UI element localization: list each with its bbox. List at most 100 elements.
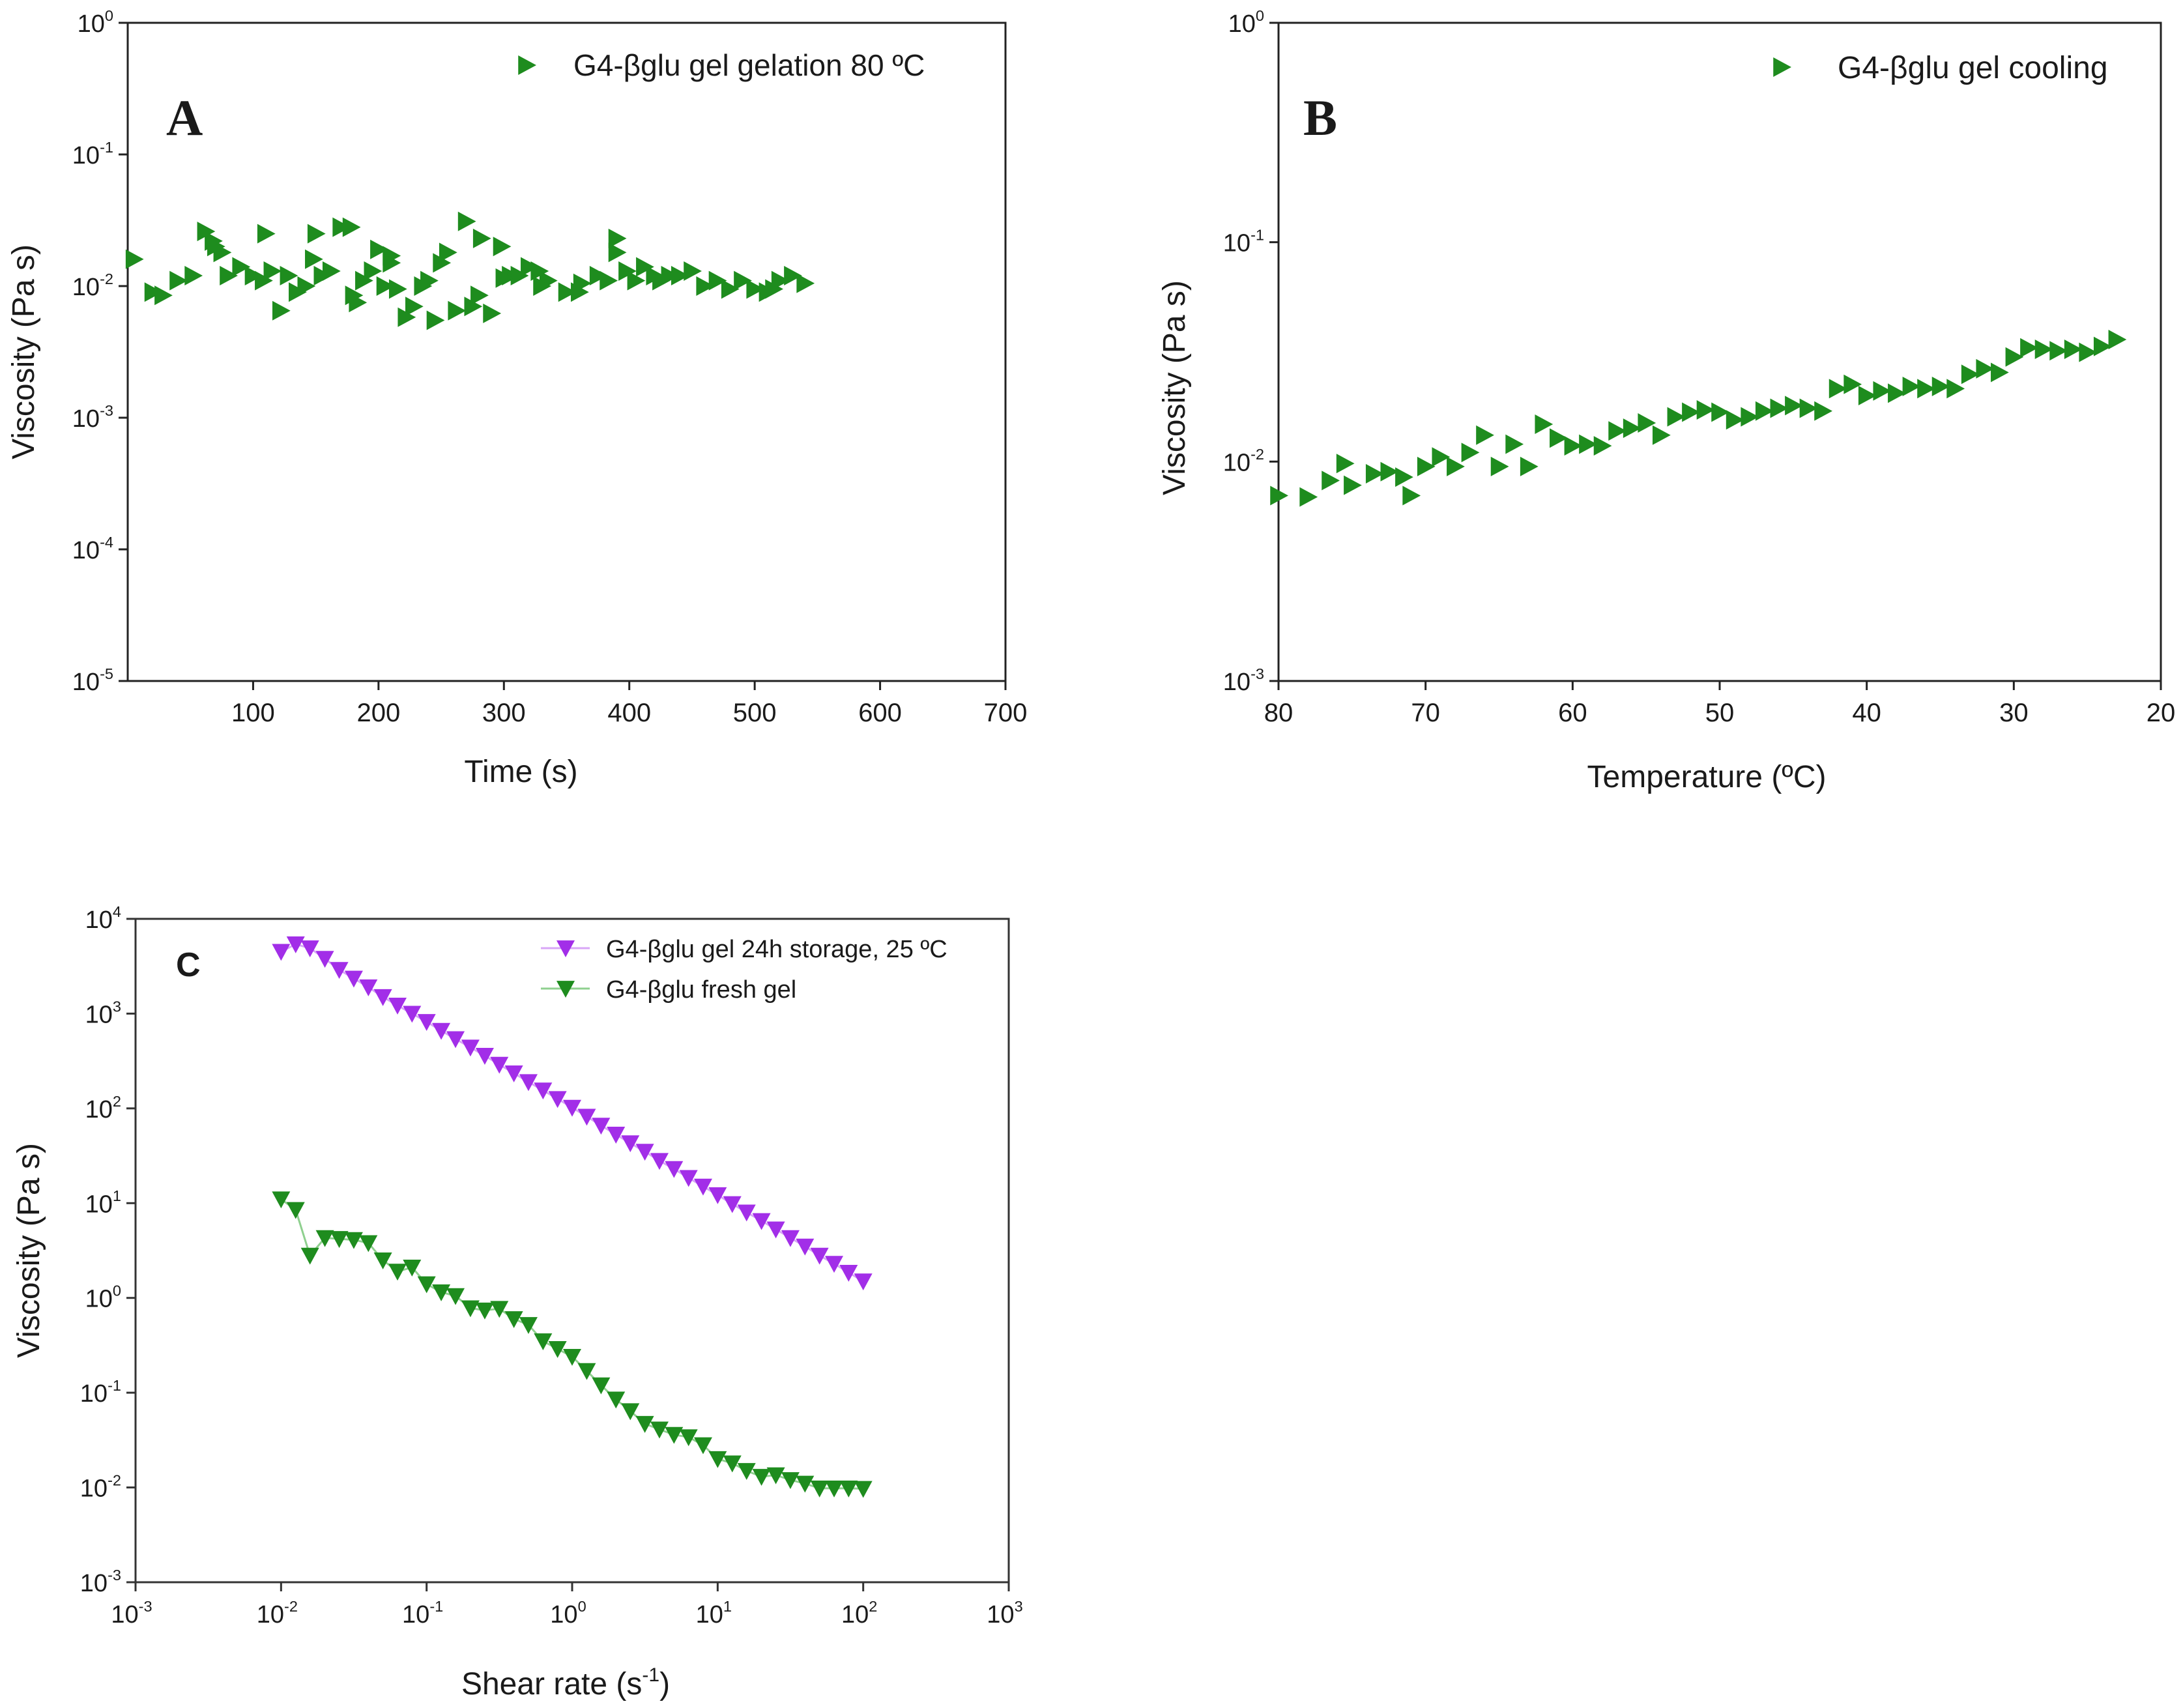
y-tick-label: 103 xyxy=(85,998,121,1028)
data-point xyxy=(708,270,727,291)
y-tick-label: 10-2 xyxy=(1223,446,1264,476)
data-point xyxy=(696,276,715,296)
data-point xyxy=(734,270,752,291)
data-point xyxy=(2049,341,2068,361)
data-point xyxy=(608,242,627,263)
data-point xyxy=(589,266,608,286)
y-axis-label: Viscosity (Pa s) xyxy=(7,244,41,459)
data-point xyxy=(342,217,361,237)
data-point xyxy=(330,1231,349,1249)
data-point xyxy=(373,989,392,1006)
data-point xyxy=(708,1451,727,1468)
data-point xyxy=(796,273,815,293)
data-point xyxy=(746,279,765,299)
y-tick-label: 10-1 xyxy=(72,139,113,169)
y-tick-label: 101 xyxy=(85,1187,121,1218)
y-tick-label: 10-1 xyxy=(1223,227,1264,257)
data-point xyxy=(1365,464,1384,484)
data-point xyxy=(548,1340,567,1358)
data-point xyxy=(383,253,401,273)
x-tick-label: 700 xyxy=(984,699,1028,727)
x-tick-label: 10-2 xyxy=(257,1598,298,1628)
data-point xyxy=(737,1204,756,1222)
x-tick-label: 70 xyxy=(1411,699,1440,727)
data-point xyxy=(1917,379,1935,399)
legend-label: G4-βglu gel gelation 80 ºC xyxy=(573,48,925,82)
data-point xyxy=(570,282,589,302)
data-point xyxy=(197,222,216,242)
data-point xyxy=(1711,402,1729,422)
data-point xyxy=(1336,454,1355,474)
data-point xyxy=(600,270,618,291)
data-point xyxy=(1623,418,1641,439)
data-point xyxy=(376,276,395,296)
data-point xyxy=(433,253,452,273)
data-point xyxy=(825,1256,844,1273)
data-point xyxy=(592,1118,611,1135)
data-point xyxy=(373,1252,392,1269)
data-point xyxy=(781,1472,800,1490)
data-point xyxy=(207,237,225,257)
data-point xyxy=(1902,377,1921,397)
data-point xyxy=(548,1091,567,1108)
y-tick-label: 100 xyxy=(85,1282,121,1313)
legend-marker xyxy=(1773,57,1791,77)
data-point xyxy=(1726,410,1744,430)
data-point xyxy=(461,1039,480,1057)
data-point xyxy=(854,1481,873,1498)
data-point xyxy=(1843,374,1862,394)
data-point xyxy=(504,1311,523,1328)
data-point xyxy=(403,1006,422,1023)
data-point xyxy=(1991,362,2009,383)
data-point xyxy=(723,1455,742,1473)
data-point xyxy=(635,1415,654,1433)
data-point xyxy=(272,944,291,961)
data-point xyxy=(1520,456,1539,476)
data-point xyxy=(1961,364,1980,384)
data-point xyxy=(627,270,646,291)
data-point xyxy=(1858,385,1877,405)
x-tick-label: 101 xyxy=(696,1598,732,1628)
data-point xyxy=(432,1284,451,1301)
data-point xyxy=(737,1463,756,1480)
data-point xyxy=(534,1333,553,1351)
data-point xyxy=(1447,456,1465,476)
data-point xyxy=(636,257,654,277)
data-point xyxy=(721,279,740,299)
data-point xyxy=(2020,338,2038,358)
data-point xyxy=(364,261,383,281)
data-point xyxy=(519,1074,538,1092)
data-point xyxy=(2005,347,2024,367)
x-tick-label: 100 xyxy=(550,1598,586,1628)
legend-marker xyxy=(557,940,575,957)
data-point xyxy=(125,249,144,269)
data-point xyxy=(1608,421,1627,441)
data-point xyxy=(766,1467,785,1484)
data-point xyxy=(305,249,323,269)
data-point xyxy=(1799,398,1818,418)
data-point xyxy=(493,237,512,257)
data-point xyxy=(398,307,416,327)
data-point xyxy=(220,266,238,286)
data-point xyxy=(154,285,173,306)
y-tick-label: 10-2 xyxy=(72,270,113,301)
panel-label: B xyxy=(1303,89,1337,146)
data-point xyxy=(1770,398,1789,418)
data-point xyxy=(417,1276,436,1294)
data-point xyxy=(781,1230,800,1247)
data-point xyxy=(635,1144,654,1161)
data-point xyxy=(671,266,689,286)
data-point xyxy=(322,261,341,281)
data-point xyxy=(432,1022,451,1040)
data-point xyxy=(263,261,282,281)
data-point xyxy=(1564,436,1583,456)
data-point xyxy=(534,1082,553,1100)
data-point xyxy=(472,228,491,248)
data-point xyxy=(1417,456,1436,476)
data-point xyxy=(359,979,378,996)
data-point xyxy=(417,1014,436,1031)
data-point xyxy=(621,1135,640,1153)
y-tick-label: 100 xyxy=(1228,7,1264,38)
legend-label: G4-βglu fresh gel xyxy=(606,976,796,1004)
data-point xyxy=(825,1480,844,1498)
